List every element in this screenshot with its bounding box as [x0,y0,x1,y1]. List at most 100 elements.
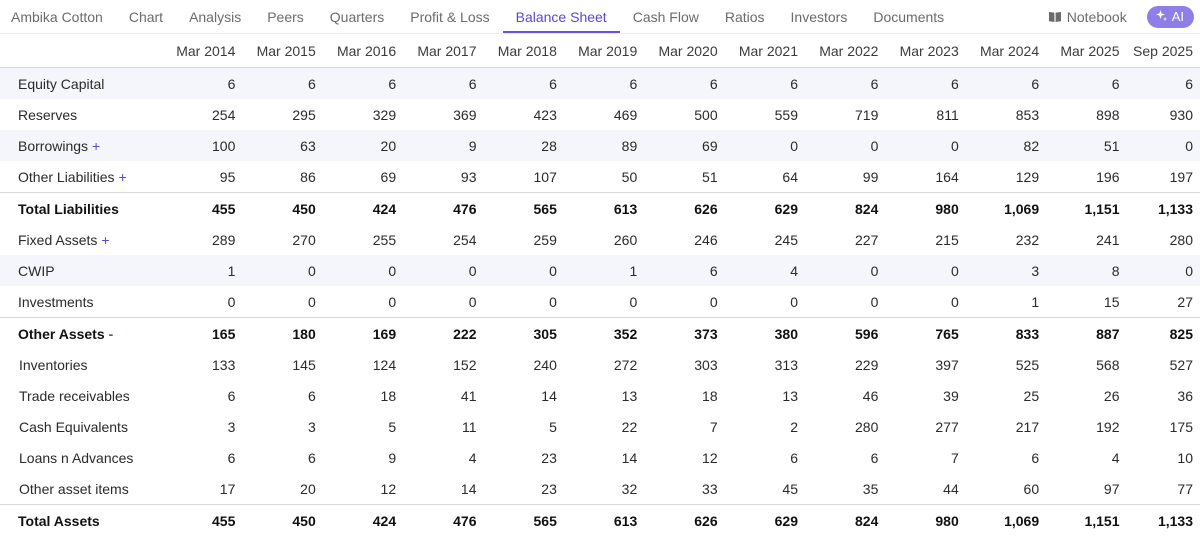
row-label: CWIP [18,262,55,279]
row-label-cell[interactable]: Fixed Assets + [0,224,155,255]
value-cell: 626 [637,192,718,224]
value-cell: 82 [958,130,1040,161]
expand-icon[interactable]: + [92,137,101,154]
value-cell: 0 [878,255,959,286]
nav-tabs: Ambika Cotton Chart Analysis Peers Quarters P… [0,0,957,33]
tab-quarters[interactable]: Quarters [329,8,385,25]
value-cell: 13 [782,387,798,404]
row-label: Other Liabilities [18,168,115,185]
value-cell: 629 [717,504,798,536]
value-cell: 525 [1015,356,1040,373]
value-cell: 0 [235,255,316,286]
collapse-icon[interactable]: - [108,325,114,342]
value-cell: 107 [533,168,557,185]
notebook-button[interactable]: Notebook [1048,9,1127,25]
value-cell: 280 [855,418,879,435]
value-cell: 6 [1031,449,1040,466]
value-cell: 0 [717,130,798,161]
tab-peers[interactable]: Peers [267,8,304,25]
value-cell: 469 [613,106,638,123]
row-label-cell: Investments [0,286,155,318]
row-label: Cash Equivalents [19,418,128,435]
row-label-cell[interactable]: Other Liabilities + [0,161,155,193]
value-cell: 64 [782,168,798,185]
value-cell: 15 [1103,293,1120,310]
value-cell: 232 [1015,231,1040,248]
top-navigation: Ambika Cotton Chart Analysis Peers Quarters P… [0,0,1200,34]
expand-icon[interactable]: + [101,231,110,248]
tab-ratios[interactable]: Ratios [724,8,765,25]
value-cell: 352 [556,317,638,349]
table-row[interactable]: Other Liabilities +95 86 69 93 107 50 51 64 99 164… [0,161,1200,193]
tab-investors[interactable]: Investors [790,8,848,25]
table-row[interactable]: Other Assets -165 180 169 222 305 352 373 380 596… [0,317,1200,349]
tab-documents[interactable]: Documents [873,8,945,25]
row-label-cell[interactable]: Other Assets - [0,317,155,349]
value-cell: 424 [315,192,397,224]
value-cell: 192 [1096,418,1120,435]
value-cell: 245 [774,231,798,248]
value-cell: 1 [556,255,638,286]
value-cell: 6 [798,67,879,99]
value-cell: 259 [533,231,557,248]
value-cell: 3 [958,255,1040,286]
value-cell: 423 [533,106,557,123]
column-header: Mar 2017 [396,34,477,68]
value-cell: 17 [219,480,236,497]
value-cell: 369 [453,106,477,123]
value-cell: 222 [396,317,477,349]
value-cell: 277 [935,418,959,435]
table-row[interactable]: Borrowings +100 63 20 9 28 89 69 0 0 0 82 51 0 [0,130,1200,161]
expand-icon[interactable]: + [118,168,127,185]
value-cell: 811 [936,106,959,123]
tab-profit-loss[interactable]: Profit & Loss [410,8,490,25]
row-label-cell[interactable]: Borrowings + [0,130,155,161]
value-cell: 980 [878,504,959,536]
value-cell: 0 [950,293,959,310]
value-cell: 129 [1015,168,1040,185]
value-cell: 23 [541,449,557,466]
table-row[interactable]: Fixed Assets +289 270 255 254 259 260 246 245 227… [0,224,1200,255]
column-header: Mar 2024 [958,34,1040,68]
value-cell: 0 [468,293,477,310]
value-cell: 295 [292,106,316,123]
ai-button[interactable]: AI [1146,5,1194,28]
value-cell: 7 [950,449,959,466]
tab-ambika-cotton[interactable]: Ambika Cotton [11,8,103,25]
value-cell: 145 [292,356,316,373]
value-cell: 0 [227,293,236,310]
value-cell: 95 [219,168,236,185]
value-cell: 25 [1023,387,1040,404]
tab-analysis[interactable]: Analysis [189,8,242,25]
value-cell: 1 [1031,293,1040,310]
row-label-cell: Loans n Advances [0,442,155,473]
value-cell: 450 [235,192,316,224]
value-cell: 20 [315,130,397,161]
value-cell: 63 [235,130,316,161]
value-cell: 629 [717,192,798,224]
tab-cash-flow[interactable]: Cash Flow [632,8,699,25]
sparkle-icon [1155,9,1167,24]
value-cell: 93 [460,168,477,185]
tab-chart[interactable]: Chart [128,8,164,25]
tab-balance-sheet[interactable]: Balance Sheet [502,0,620,33]
value-cell: 450 [235,504,316,536]
value-cell: 6 [637,67,718,99]
value-cell: 11 [461,418,477,435]
value-cell: 89 [556,130,638,161]
value-cell: 6 [958,67,1040,99]
value-cell: 0 [476,255,557,286]
row-label: Total Assets [18,512,100,529]
column-header: Mar 2014 [155,34,236,68]
value-cell: 824 [798,192,879,224]
value-cell: 22 [621,418,638,435]
table-row: Cash Equivalents 3 3 5 11 5 22 7 2 280 277 217 192 17… [0,411,1200,442]
value-cell: 596 [798,317,879,349]
value-cell: 0 [870,293,879,310]
value-cell: 500 [694,106,718,123]
value-cell: 175 [1169,418,1193,435]
table-row: CWIP 1 0 0 0 0 1 6 4 0 0 3 8 0 [0,255,1200,286]
value-cell: 373 [637,317,718,349]
table-body: Equity Capital 6 6 6 6 6 6 6 6 6 6 6 6 6 Reserves 254 29… [0,67,1200,536]
value-cell: 169 [315,317,397,349]
